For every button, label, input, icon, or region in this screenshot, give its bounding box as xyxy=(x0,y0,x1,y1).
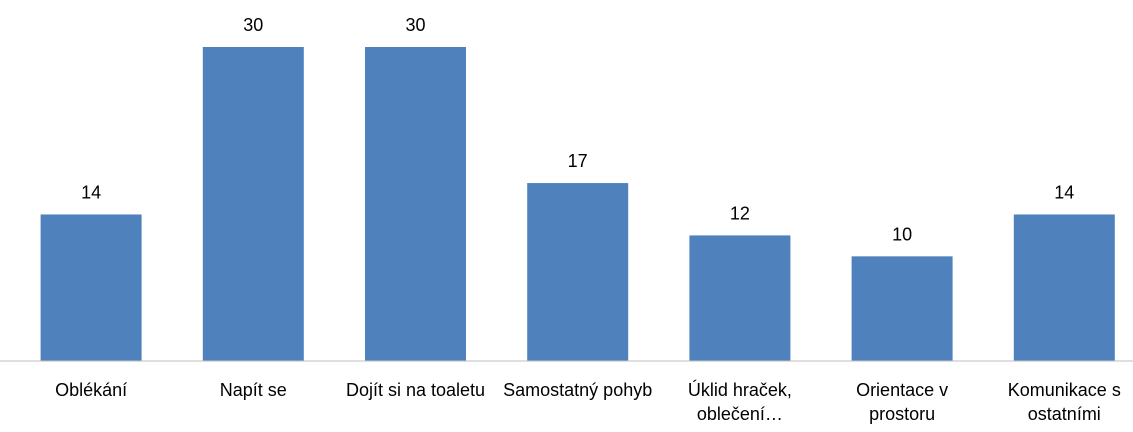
value-label: 14 xyxy=(81,182,101,202)
bar xyxy=(1013,214,1115,361)
x-tick-label: Komunikace s ostatními xyxy=(1007,380,1121,424)
value-label: 30 xyxy=(243,15,263,35)
bar xyxy=(40,214,142,361)
bar xyxy=(527,183,629,361)
bar xyxy=(689,235,791,361)
x-tick-label: Úklid hraček, oblečení… xyxy=(687,380,792,424)
bar xyxy=(851,256,953,361)
x-tick-label: Oblékání xyxy=(55,380,128,400)
value-label: 30 xyxy=(405,15,425,35)
x-tick-label: Samostatný pohyb xyxy=(503,380,653,400)
value-label: 12 xyxy=(730,203,750,223)
x-tick-label: Napít se xyxy=(219,380,287,400)
value-label: 10 xyxy=(892,224,912,244)
bar xyxy=(202,47,304,361)
value-label: 14 xyxy=(1054,182,1074,202)
x-tick-label: Dojít si na toaletu xyxy=(345,380,486,400)
value-label: 17 xyxy=(568,151,588,171)
bar xyxy=(365,47,466,361)
x-tick-label: Orientace v prostoru xyxy=(856,380,949,424)
